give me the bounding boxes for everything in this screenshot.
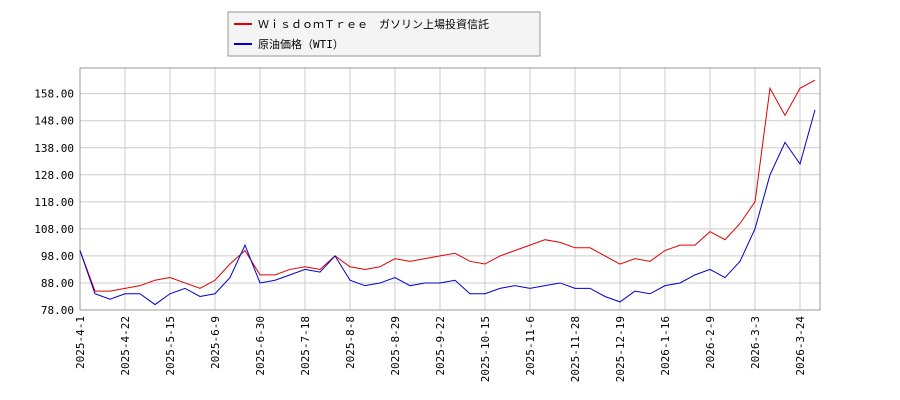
x-tick-label: 2025-8-29 bbox=[389, 316, 402, 376]
y-tick-label: 138.00 bbox=[34, 142, 74, 155]
plot-area bbox=[80, 68, 820, 310]
x-tick-label: 2026-3-24 bbox=[794, 316, 807, 376]
legend-label: ＷｉｓｄｏｍＴｒｅｅ ガソリン上場投資信託 bbox=[258, 17, 489, 31]
x-tick-label: 2026-2-9 bbox=[704, 316, 717, 369]
y-tick-label: 78.00 bbox=[41, 304, 74, 317]
y-tick-label: 158.00 bbox=[34, 88, 74, 101]
legend-label: 原油価格（WTI） bbox=[258, 37, 344, 51]
x-tick-label: 2025-7-18 bbox=[299, 316, 312, 376]
y-tick-label: 108.00 bbox=[34, 223, 74, 236]
x-tick-label: 2025-11-28 bbox=[569, 316, 582, 382]
legend-box bbox=[227, 11, 541, 57]
data-line bbox=[79, 79, 816, 292]
x-tick-label: 2025-4-22 bbox=[119, 316, 132, 376]
x-tick-label: 2025-8-8 bbox=[344, 316, 357, 369]
x-tick-label: 2025-6-30 bbox=[254, 316, 267, 376]
x-tick-label: 2025-9-22 bbox=[434, 316, 447, 376]
plot-border bbox=[79, 67, 821, 311]
x-tick-label: 2025-6-9 bbox=[209, 316, 222, 369]
data-line bbox=[79, 109, 816, 306]
y-tick-label: 118.00 bbox=[34, 196, 74, 209]
x-tick-label: 2026-3-3 bbox=[749, 316, 762, 369]
x-tick-label: 2025-11-6 bbox=[524, 316, 537, 376]
x-tick-label: 2025-10-15 bbox=[479, 316, 492, 382]
y-tick-label: 98.00 bbox=[41, 250, 74, 263]
y-tick-label: 88.00 bbox=[41, 277, 74, 290]
y-tick-label: 148.00 bbox=[34, 115, 74, 128]
x-tick-label: 2025-5-15 bbox=[164, 316, 177, 376]
y-tick-label: 128.00 bbox=[34, 169, 74, 182]
x-tick-label: 2025-12-19 bbox=[614, 316, 627, 382]
x-tick-label: 2025-4-1 bbox=[74, 316, 87, 369]
x-tick-label: 2026-1-16 bbox=[659, 316, 672, 376]
